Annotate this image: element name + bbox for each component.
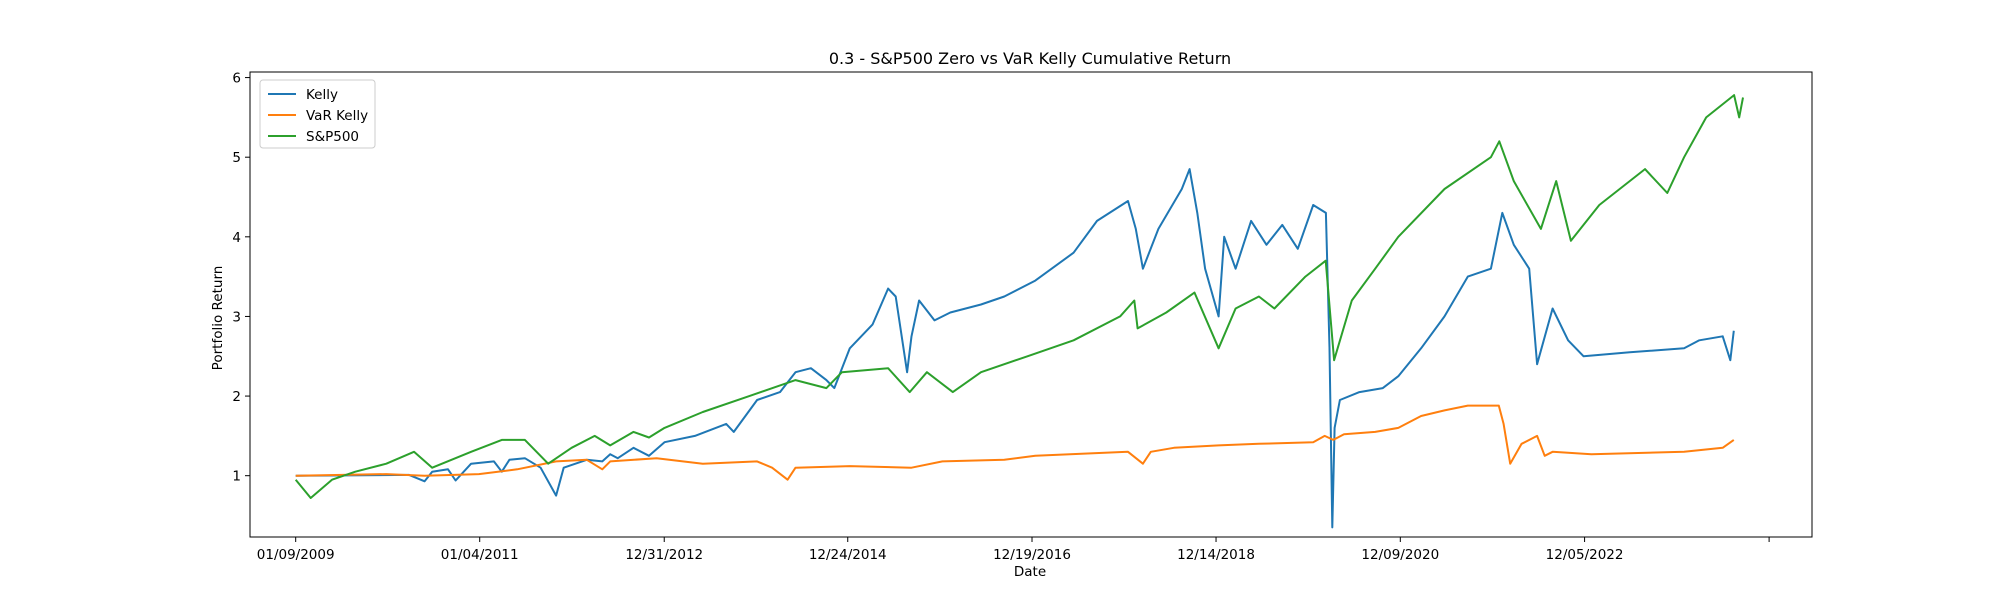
x-tick-label: 12/05/2022 <box>1546 547 1624 563</box>
plot-frame <box>249 71 1813 538</box>
series-line-1 <box>295 404 1735 481</box>
series-line-0 <box>295 168 1735 529</box>
x-axis-ticks: 01/09/2009 01/04/2011 12/31/2012 12/24/2014… <box>257 537 1770 563</box>
x-tick-label: 12/24/2014 <box>809 547 887 563</box>
legend-label: Kelly <box>306 87 338 103</box>
x-tick-label: 12/14/2018 <box>1177 547 1255 563</box>
y-tick-label: 6 <box>232 71 241 87</box>
x-tick-label: 01/09/2009 <box>257 547 335 563</box>
y-tick-label: 1 <box>232 469 241 485</box>
x-tick-label: 12/31/2012 <box>625 547 703 563</box>
y-tick-label: 3 <box>232 309 241 325</box>
x-tick-label: 12/09/2020 <box>1361 547 1439 563</box>
y-tick-label: 4 <box>232 230 241 246</box>
y-tick-label: 2 <box>232 389 241 405</box>
y-tick-label: 5 <box>232 150 241 166</box>
chart-title: 0.3 - S&P500 Zero vs VaR Kelly Cumulativ… <box>829 49 1231 68</box>
legend-label: VaR Kelly <box>306 108 368 124</box>
x-axis-label: Date <box>1014 564 1046 580</box>
y-axis-ticks: 1 2 3 4 5 6 <box>232 71 250 485</box>
x-tick-label: 12/19/2016 <box>993 547 1071 563</box>
legend-label: S&P500 <box>306 129 359 145</box>
legend-box <box>259 79 376 149</box>
series-layer <box>294 94 1744 529</box>
legend: Kelly VaR Kelly S&P500 <box>259 79 376 149</box>
y-axis-label: Portfolio Return <box>210 266 226 371</box>
series-line-2 <box>294 94 1744 499</box>
x-tick-label: 01/04/2011 <box>441 547 519 563</box>
